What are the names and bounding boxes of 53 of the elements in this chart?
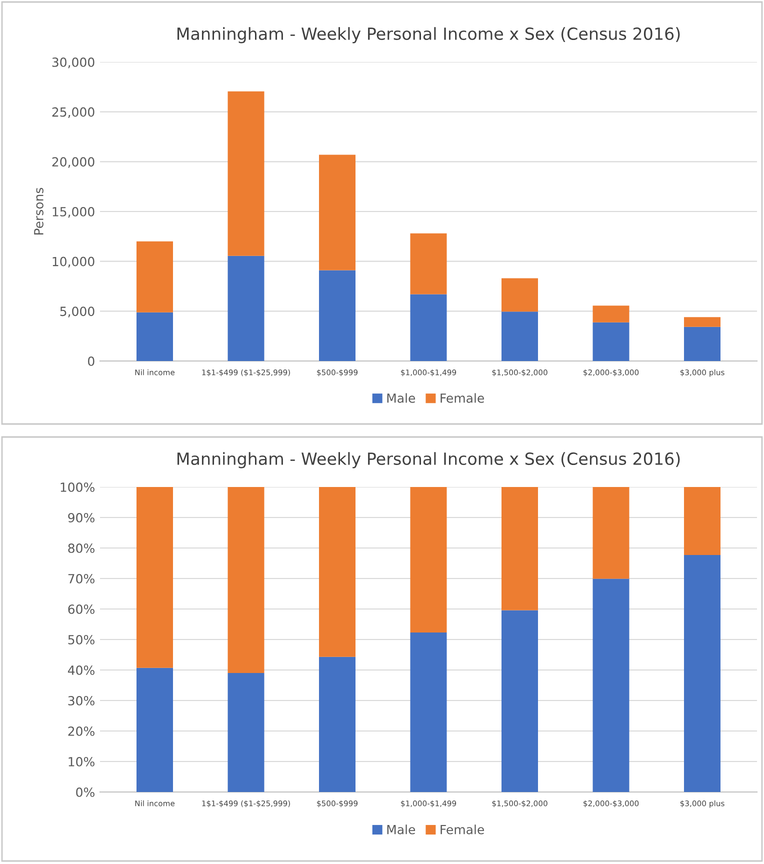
y-tick-label: 0% xyxy=(76,787,94,797)
y-tick-label: 100% xyxy=(60,482,94,492)
bar xyxy=(592,322,630,361)
bar xyxy=(410,487,447,632)
y-tick-label: 30,000 xyxy=(52,57,94,68)
bar xyxy=(136,487,173,668)
bar xyxy=(502,278,538,312)
bar xyxy=(319,656,356,792)
bar xyxy=(592,487,630,579)
legend-label: Male xyxy=(387,824,416,834)
legend-label: Male xyxy=(387,393,416,403)
legend-label: Female xyxy=(440,393,484,403)
bar xyxy=(502,610,538,792)
y-tick-label: 25,000 xyxy=(52,107,94,118)
y-axis-title: Persons xyxy=(34,188,44,235)
y-tick-label: 90% xyxy=(68,512,94,522)
bar xyxy=(684,326,720,361)
y-tick-label: 60% xyxy=(68,604,94,614)
legend-label: Female xyxy=(440,824,484,834)
bar xyxy=(228,256,264,361)
bar xyxy=(319,487,356,657)
bar xyxy=(410,632,447,792)
bar xyxy=(410,233,447,294)
y-tick-label: 50% xyxy=(68,634,94,644)
bar xyxy=(502,487,538,610)
bar xyxy=(136,241,173,312)
bar xyxy=(502,312,538,361)
bar xyxy=(592,578,630,792)
bar xyxy=(136,312,173,361)
y-tick-label: 80% xyxy=(68,543,94,553)
y-tick-label: 20,000 xyxy=(52,157,94,168)
bar xyxy=(228,487,264,674)
bar xyxy=(228,673,264,792)
y-tick-label: 70% xyxy=(68,574,94,584)
bar xyxy=(684,487,720,556)
bar xyxy=(319,154,356,270)
y-tick-label: 10% xyxy=(68,756,94,766)
y-tick-label: 5,000 xyxy=(60,306,94,318)
y-tick-label: 0 xyxy=(88,356,94,366)
chart-title: Manningham - Weekly Personal Income x Sex (Census 2016) xyxy=(177,452,680,468)
y-tick-label: 30% xyxy=(68,696,94,706)
bar xyxy=(228,91,264,256)
y-tick-label: 10,000 xyxy=(52,256,94,268)
bar xyxy=(684,317,720,327)
y-tick-label: 20% xyxy=(68,726,94,736)
bar xyxy=(410,294,447,361)
bar xyxy=(684,555,720,792)
bar xyxy=(136,668,173,792)
y-tick-label: 40% xyxy=(68,665,94,675)
bar xyxy=(592,306,630,322)
chart-title: Manningham - Weekly Personal Income x Sex (Census 2016) xyxy=(177,27,680,44)
bar xyxy=(319,270,356,361)
y-tick-label: 15,000 xyxy=(52,206,94,218)
